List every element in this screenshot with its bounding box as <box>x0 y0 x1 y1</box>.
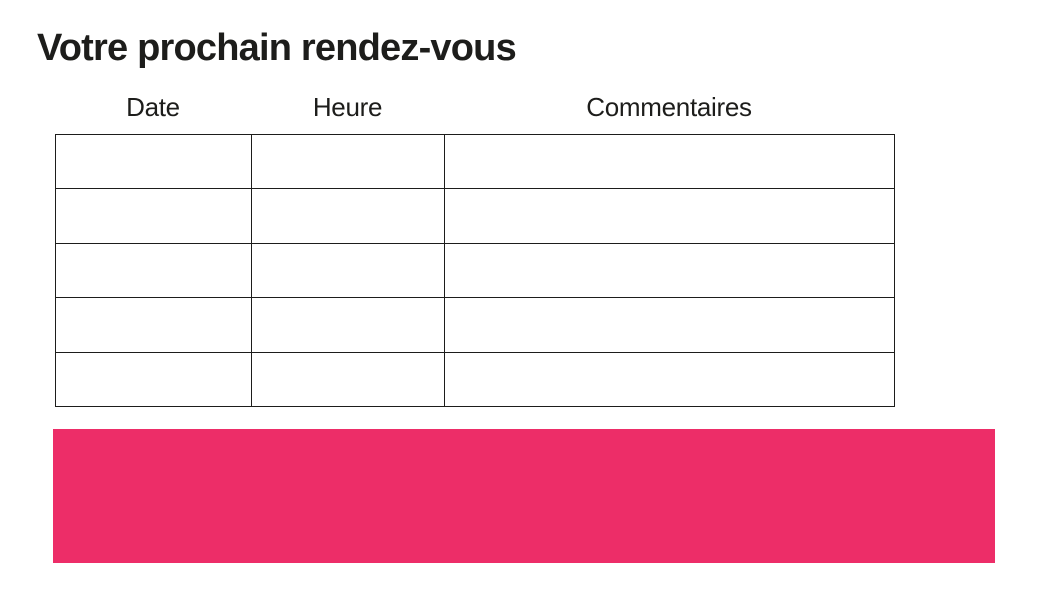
table-cell-heure <box>251 297 445 353</box>
table-row <box>55 188 895 244</box>
table-cell-date <box>55 188 252 244</box>
table-row <box>55 242 895 299</box>
table-row <box>55 133 895 190</box>
table-cell-heure <box>251 188 445 244</box>
column-header-heure: Heure <box>312 92 383 122</box>
table-cell-date <box>55 133 252 190</box>
page-title: Votre prochain rendez-vous <box>37 27 517 69</box>
table-cell-commentaires <box>444 242 895 299</box>
column-header-date: Date <box>126 92 180 122</box>
accent-banner <box>53 429 995 563</box>
table-row <box>55 297 895 353</box>
table-cell-commentaires <box>444 133 895 190</box>
appointments-table <box>55 133 895 408</box>
column-header-commentaires: Commentaires <box>586 92 752 122</box>
table-row <box>55 351 895 408</box>
table-column-headers: Date Heure Commentaires <box>55 92 894 123</box>
table-cell-heure <box>251 133 445 190</box>
table-cell-heure <box>251 351 445 408</box>
table-cell-date <box>55 351 252 408</box>
table-cell-date <box>55 242 252 299</box>
table-cell-commentaires <box>444 351 895 408</box>
table-cell-commentaires <box>444 297 895 353</box>
table-cell-heure <box>251 242 445 299</box>
table-cell-date <box>55 297 252 353</box>
table-cell-commentaires <box>444 188 895 244</box>
